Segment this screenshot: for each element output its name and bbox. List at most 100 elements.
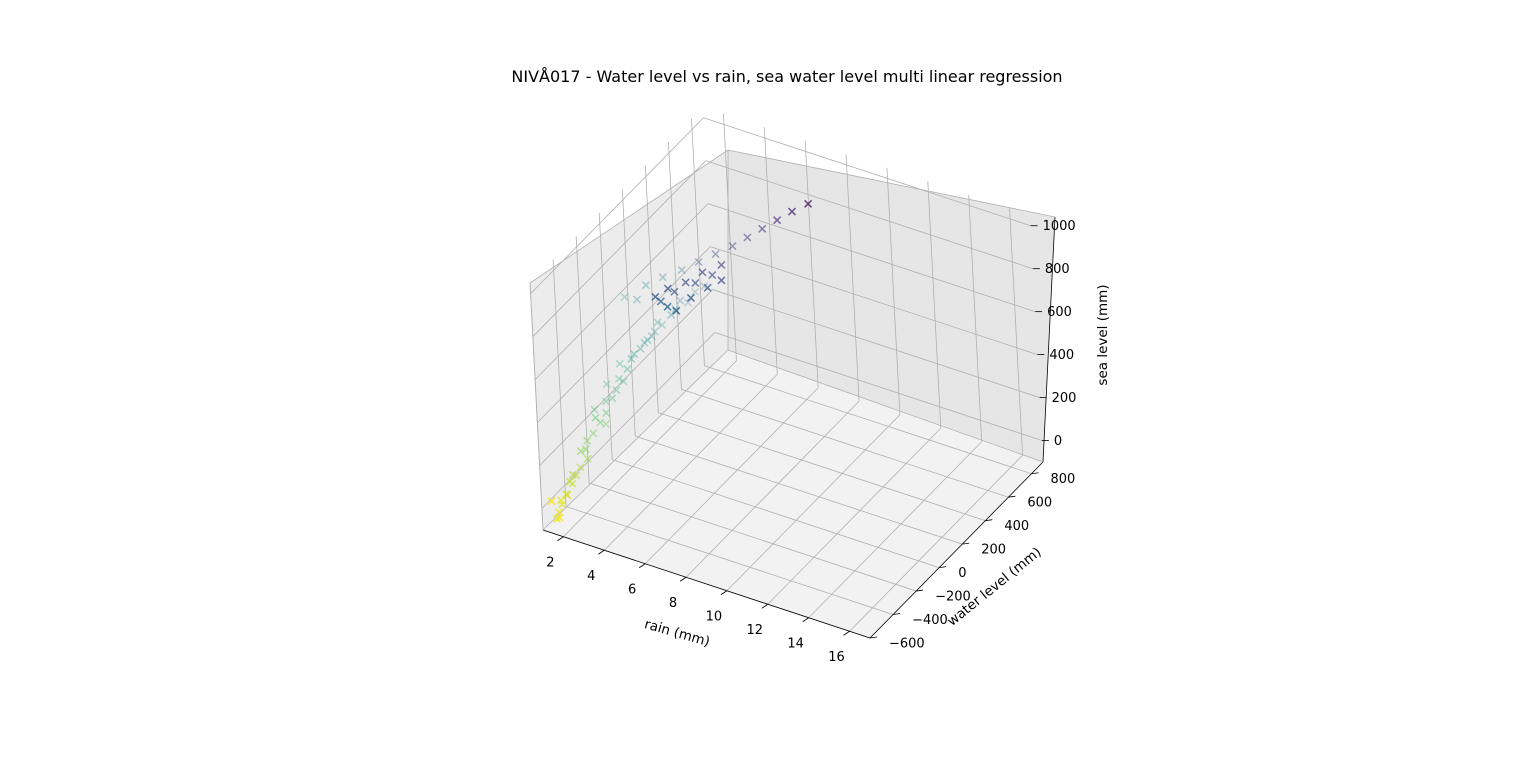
scatter-point: [743, 233, 752, 242]
y-gridline: [635, 435, 963, 545]
x-gridline: [927, 181, 942, 429]
x-gridline: [604, 373, 778, 551]
scatter-point: [581, 445, 590, 454]
scatter-point: [641, 281, 650, 290]
scatter-point: [670, 287, 679, 296]
pane-edge: [529, 149, 729, 284]
scatter-point: [601, 397, 611, 406]
scatter-point: [583, 454, 592, 463]
scatter-point: [650, 327, 659, 336]
x-tick-mark: [638, 563, 646, 569]
x-tick-label: 14: [787, 636, 804, 651]
y-tick-mark: [962, 542, 970, 545]
scatter-point: [690, 287, 700, 296]
y-tick-label: 0: [958, 566, 966, 581]
x-gridline: [563, 360, 737, 538]
x-gridline: [763, 127, 778, 375]
scatter-point: [608, 394, 617, 403]
z-tick-label: 0: [1054, 434, 1062, 449]
scatter-point: [630, 349, 639, 359]
pane-edge: [542, 349, 729, 531]
z-tick-label: 800: [1045, 262, 1070, 277]
scatter-point: [619, 377, 628, 386]
pane-edge: [727, 349, 1044, 463]
x-tick-mark: [761, 603, 769, 609]
scatter-point: [554, 508, 564, 517]
scatter-point: [590, 405, 599, 414]
scatter-point: [636, 344, 645, 353]
y-tick-label: 800: [1050, 472, 1075, 487]
scatter-point: [643, 336, 652, 345]
scatter-point: [558, 500, 567, 509]
y-gridline: [552, 259, 567, 507]
scatter-point: [589, 429, 598, 438]
y-tick-mark: [985, 519, 993, 522]
axes-gridlines: [529, 113, 1042, 639]
x-tick-label: 12: [747, 623, 764, 638]
z-gridline: [532, 160, 707, 337]
x-tick-mark: [598, 549, 605, 555]
y-tick-mark: [869, 636, 878, 639]
x-tick-label: 16: [828, 650, 845, 665]
x-tick-label: 8: [669, 596, 677, 611]
y-gridline: [565, 506, 894, 615]
y-gridline: [658, 412, 986, 522]
y-tick-mark: [1031, 472, 1039, 475]
scatter-point: [640, 338, 649, 347]
y-gridline: [612, 459, 940, 568]
scatter-point: [804, 199, 813, 208]
scatter-point: [683, 298, 692, 307]
y-gridline: [644, 165, 659, 413]
z-gridline: [541, 332, 716, 509]
y-tick-label: −400: [912, 613, 948, 628]
floor-pane: [543, 350, 1043, 638]
z-tick-label: 400: [1049, 348, 1074, 363]
y-tick-mark: [1008, 495, 1016, 498]
x-gridline: [726, 414, 901, 592]
scatter-point: [672, 306, 681, 315]
scatter-point: [658, 273, 667, 282]
y-gridline: [621, 189, 636, 437]
z-gridline: [534, 203, 709, 380]
scatter-point: [576, 463, 585, 472]
scatter-point: [627, 354, 636, 363]
y-gridline: [598, 212, 613, 460]
y-tick-label: 400: [1004, 519, 1029, 534]
x-gridline: [968, 194, 983, 442]
y-gridline: [691, 118, 705, 366]
scatter-point: [663, 284, 672, 293]
scatter-point: [591, 413, 600, 422]
scatter-point: [602, 380, 611, 389]
x-gridline: [886, 167, 901, 415]
scatter-points: [547, 199, 813, 523]
scatter-point: [758, 224, 767, 233]
z-gridline: [710, 246, 1038, 355]
scatter-point: [623, 365, 632, 374]
x-gridline: [808, 441, 982, 619]
y-tick-label: 600: [1027, 496, 1052, 511]
x-axis-label: rain (mm): [643, 616, 712, 650]
pane-edge: [529, 282, 544, 531]
scatter-point: [717, 276, 726, 285]
y-tick-mark: [916, 589, 924, 592]
scatter-point: [708, 271, 717, 280]
x-tick-label: 10: [706, 609, 723, 624]
scatter-point: [711, 250, 720, 259]
scatter-point: [653, 318, 662, 327]
scatter-point: [583, 436, 592, 445]
scatter-point: [651, 292, 660, 301]
x-gridline: [1009, 208, 1023, 456]
x-gridline: [685, 400, 860, 578]
x-tick-mark: [802, 617, 809, 623]
z-tick-label: 200: [1052, 391, 1077, 406]
z-gridline: [703, 117, 1031, 227]
z-tick-label: 600: [1047, 305, 1072, 320]
scatter-point: [686, 293, 695, 302]
chart-title: NIVÅ017 - Water level vs rain, sea water…: [511, 67, 1062, 86]
x-tick-label: 2: [546, 555, 554, 570]
z-axis-line: [1042, 216, 1056, 463]
y-tick-label: 200: [981, 543, 1006, 558]
z-gridline: [712, 289, 1040, 398]
x-gridline: [849, 454, 1023, 632]
y-gridline: [589, 482, 917, 592]
